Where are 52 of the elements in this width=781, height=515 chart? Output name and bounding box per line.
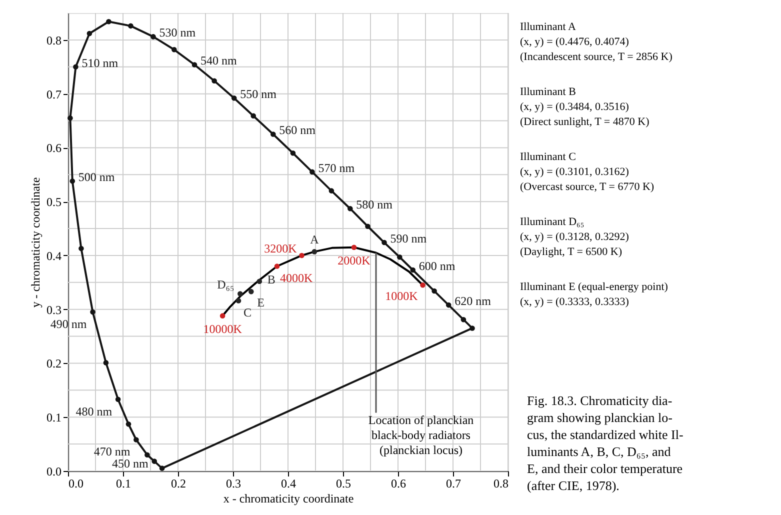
annotation: A bbox=[310, 232, 320, 247]
annotation: D₆₅ bbox=[217, 278, 234, 292]
x-tick-label: 0.7 bbox=[446, 476, 461, 490]
x-tick-label: 0.3 bbox=[226, 476, 241, 490]
annotation: 510 nm bbox=[82, 56, 119, 70]
x-tick-label: 0.1 bbox=[116, 476, 131, 490]
annotation: 4000K bbox=[280, 271, 313, 286]
text: Illuminant C (x, y) = (0.3101, 0.3162) (Overcast source, T = 6770 K) bbox=[520, 151, 654, 193]
x-axis-title: x - chromaticity coordinate bbox=[223, 492, 354, 506]
x-tick-label: 0.4 bbox=[281, 476, 296, 490]
annotation: 550 nm bbox=[240, 87, 278, 102]
y-tick-label: 0.7 bbox=[46, 87, 62, 102]
text: Illuminant E (equal-energy point) (x, y) = (0.3333, 0.3333) bbox=[520, 281, 668, 308]
y-tick-label: 0.8 bbox=[46, 33, 62, 48]
x-tick-label: 0.0 bbox=[68, 476, 84, 490]
x-tick-label: 0.6 bbox=[391, 476, 406, 490]
x-tick-label: 0.8 bbox=[494, 476, 508, 490]
annotation: 620 nm bbox=[454, 294, 492, 308]
annotation: 2000K bbox=[338, 253, 371, 268]
annotation: 3200K bbox=[264, 241, 298, 256]
annotation: 600 nm bbox=[418, 259, 456, 274]
annotation: 540 nm bbox=[200, 54, 238, 68]
text: Illuminant A (x, y) = (0.4476, 0.4074) (Incandescent source, T = 2856 K) bbox=[520, 21, 673, 63]
annotation: E bbox=[257, 296, 264, 310]
annotation: 470 nm bbox=[94, 444, 131, 459]
y-tick-label: 0.1 bbox=[46, 410, 62, 425]
y-tick-label: 0.5 bbox=[46, 195, 62, 210]
x-tick-label: 0.2 bbox=[171, 476, 186, 490]
annotation: 580 nm bbox=[356, 198, 394, 212]
annotation: Location of planckian black-body radiators (planckian locus) bbox=[368, 412, 474, 457]
y-tick-label: 0.3 bbox=[46, 302, 62, 317]
text: Illuminant B (x, y) = (0.3484, 0.3516) (Direct sunlight, T = 4870 K) bbox=[520, 86, 650, 128]
y-tick-label: 0.2 bbox=[46, 356, 62, 371]
annotation: 500 nm bbox=[78, 170, 116, 184]
annotation: 10000K bbox=[203, 322, 242, 336]
y-axis-title: y - chromaticity coordinate bbox=[28, 177, 42, 308]
annotation: 1000K bbox=[385, 289, 418, 304]
annotation: 490 nm bbox=[50, 317, 88, 332]
annotation: 560 nm bbox=[279, 123, 316, 138]
annotation: 450 nm bbox=[112, 456, 150, 470]
annotation: 480 nm bbox=[76, 404, 113, 418]
annotation: 570 nm bbox=[318, 160, 356, 175]
y-tick-label: 0.0 bbox=[46, 464, 62, 478]
annotation: 590 nm bbox=[390, 232, 428, 246]
text: Illuminant D₆₅ (x, y) = (0.3128, 0.3292) (Daylight, T = 6500 K) bbox=[520, 216, 630, 258]
caption: Fig. 18.3. Chromaticity dia- gram showing planckian lo- cus, the standardized white Il- luminants A, B, C, D₆₅, and E, and their color temperature (after CIE, 1978). bbox=[527, 393, 684, 493]
annotation: C bbox=[244, 306, 252, 320]
x-tick-label: 0.5 bbox=[336, 476, 351, 490]
y-tick-label: 0.6 bbox=[46, 141, 62, 156]
annotation: 530 nm bbox=[159, 26, 196, 40]
y-tick-label: 0.4 bbox=[46, 248, 62, 263]
annotation: B bbox=[267, 272, 276, 286]
